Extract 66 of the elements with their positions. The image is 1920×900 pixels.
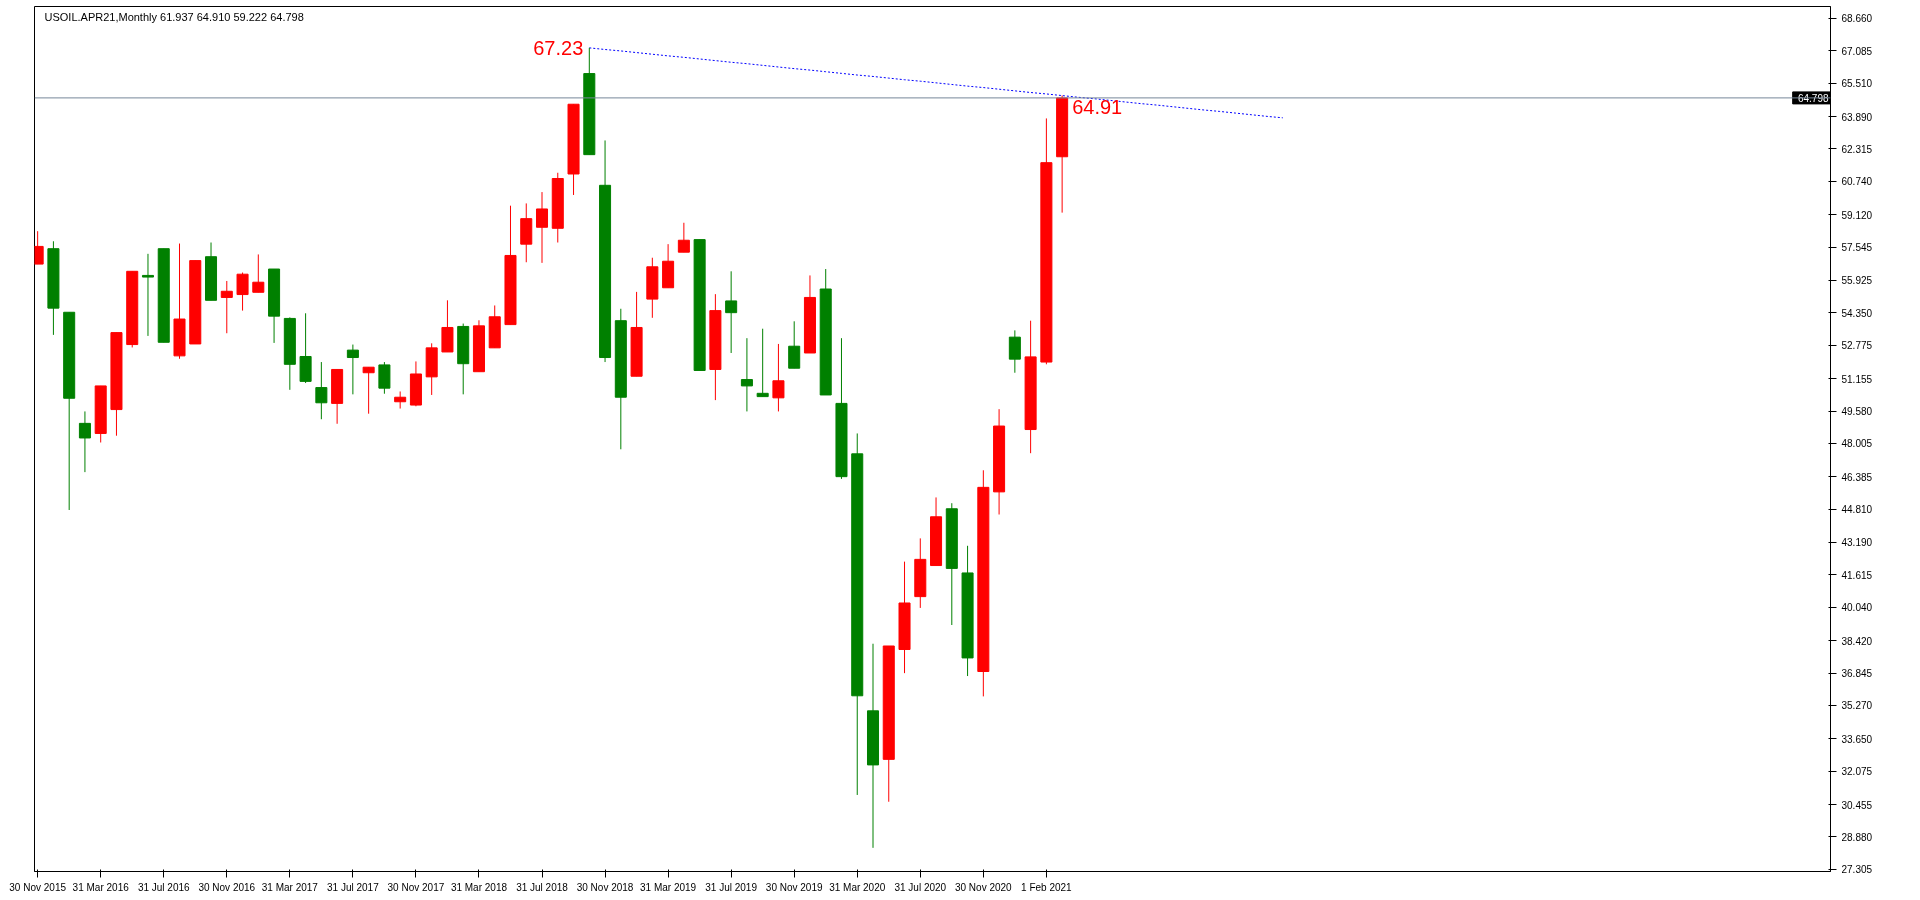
candlestick bbox=[772, 343, 785, 412]
candlestick bbox=[536, 191, 549, 264]
x-tick-label: 30 Nov 2019 bbox=[765, 881, 823, 893]
candlestick bbox=[141, 253, 154, 337]
y-tick-label: 43.190 bbox=[1841, 537, 1873, 549]
y-tick-label: 35.270 bbox=[1841, 700, 1873, 712]
y-tick-label: 27.305 bbox=[1841, 864, 1873, 876]
ref-line-label: 64.798 bbox=[1797, 92, 1829, 104]
x-tick-label: 30 Nov 2018 bbox=[576, 881, 634, 893]
candlestick bbox=[315, 361, 328, 420]
x-tick-label: 31 Jul 2020 bbox=[894, 881, 947, 893]
candlestick bbox=[1008, 329, 1021, 374]
y-tick-label: 60.740 bbox=[1841, 176, 1873, 188]
y-tick-label: 33.650 bbox=[1841, 733, 1873, 745]
annotation: 67.23 bbox=[533, 36, 584, 59]
x-tick-label: 31 Mar 2020 bbox=[829, 881, 886, 893]
candlestick bbox=[220, 280, 233, 334]
x-tick-label: 1 Feb 2021 bbox=[1021, 881, 1073, 893]
y-tick-label: 32.075 bbox=[1841, 766, 1873, 778]
y-tick-label: 68.660 bbox=[1841, 13, 1873, 25]
x-tick-label: 31 Jul 2017 bbox=[327, 881, 380, 893]
chart-title: USOIL.APR21,Monthly 61.937 64.910 59.222 64.798 bbox=[44, 10, 304, 23]
y-tick-label: 46.385 bbox=[1841, 471, 1873, 483]
candlestick bbox=[252, 253, 265, 293]
y-tick-label: 48.005 bbox=[1841, 438, 1873, 450]
candlestick bbox=[788, 320, 801, 369]
x-tick-label: 31 Mar 2016 bbox=[72, 881, 130, 893]
y-tick-label: 41.615 bbox=[1841, 569, 1873, 581]
candlestick bbox=[756, 328, 769, 398]
y-tick-label: 36.845 bbox=[1841, 668, 1873, 680]
line-series bbox=[588, 47, 1284, 119]
y-tick-label: 44.810 bbox=[1841, 504, 1873, 516]
y-tick-label: 54.350 bbox=[1841, 307, 1873, 319]
y-tick-label: 49.580 bbox=[1841, 406, 1873, 418]
candlestick bbox=[236, 272, 249, 312]
x-tick-label: 30 Nov 2017 bbox=[387, 881, 445, 893]
x-tick-label: 31 Jul 2018 bbox=[516, 881, 569, 893]
annotation: 64.91 bbox=[1072, 95, 1123, 118]
x-tick-label: 31 Mar 2017 bbox=[261, 881, 319, 893]
candlestick bbox=[346, 344, 359, 395]
y-tick-label: 40.040 bbox=[1841, 602, 1873, 614]
candlestick bbox=[677, 222, 690, 253]
candlestick bbox=[362, 366, 375, 415]
y-tick-label: 52.775 bbox=[1841, 340, 1873, 352]
y-tick-label: 67.085 bbox=[1841, 45, 1873, 57]
y-tick-label: 57.545 bbox=[1841, 242, 1873, 254]
y-tick-label: 28.880 bbox=[1841, 831, 1873, 843]
y-tick-label: 65.510 bbox=[1841, 78, 1873, 90]
x-tick-label: 31 Jul 2016 bbox=[137, 881, 191, 893]
x-tick-label: 31 Jul 2019 bbox=[705, 881, 758, 893]
x-tick-label: 30 Nov 2020 bbox=[954, 881, 1013, 893]
y-tick-label: 51.155 bbox=[1841, 373, 1873, 385]
y-tick-label: 30.455 bbox=[1841, 799, 1873, 811]
candlestick bbox=[740, 337, 753, 412]
x-tick-label: 31 Mar 2018 bbox=[450, 881, 508, 893]
x-tick-label: 30 Nov 2015 bbox=[9, 881, 67, 893]
y-tick-label: 38.420 bbox=[1841, 635, 1873, 647]
candlestick bbox=[725, 270, 738, 354]
x-tick-label: 30 Nov 2016 bbox=[198, 881, 256, 893]
y-tick-label: 62.315 bbox=[1841, 143, 1873, 155]
x-tick-label: 31 Mar 2019 bbox=[640, 881, 697, 893]
candlestick bbox=[378, 361, 391, 395]
y-tick-label: 59.120 bbox=[1841, 209, 1873, 221]
candlestick bbox=[78, 410, 91, 473]
y-tick-label: 55.925 bbox=[1841, 275, 1873, 287]
y-tick-label: 63.890 bbox=[1841, 111, 1873, 123]
